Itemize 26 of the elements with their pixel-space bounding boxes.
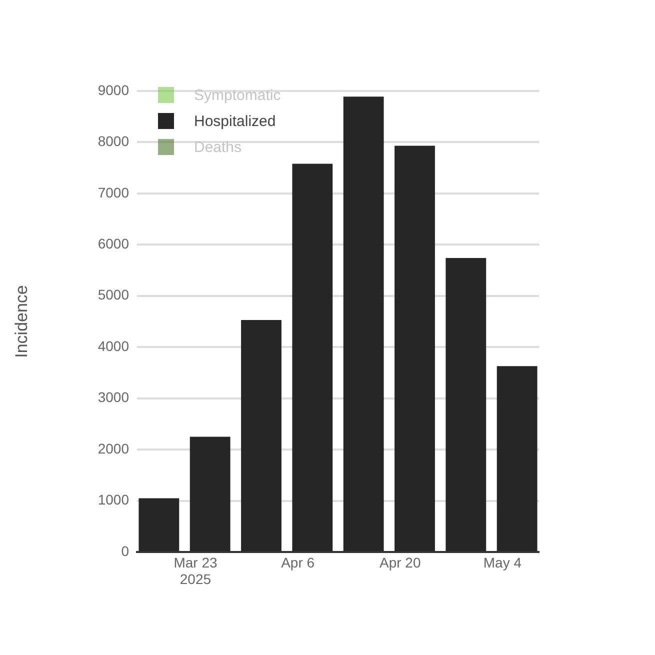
y-tick-label: 7000 — [98, 184, 130, 200]
bar — [241, 320, 282, 551]
bar — [394, 146, 435, 551]
y-tick-label: 6000 — [98, 236, 130, 252]
legend-label: Deaths — [194, 139, 242, 156]
y-axis-title: Incidence — [12, 285, 31, 358]
bar — [446, 258, 486, 551]
x-tick-label: May 4 — [483, 554, 522, 570]
y-tick-label: 2000 — [98, 440, 130, 456]
y-tick-label: 1000 — [98, 492, 130, 508]
x-tick-label: Apr 6 — [281, 554, 315, 570]
y-tick-label: 3000 — [98, 389, 130, 406]
bar — [343, 96, 384, 551]
y-tick-label: 9000 — [98, 82, 130, 98]
y-tick-label: 4000 — [98, 338, 130, 354]
bar — [138, 498, 180, 551]
y-tick-label: 0 — [121, 542, 130, 559]
x-tick-label: Mar 23 2025 — [174, 554, 218, 588]
x-tick-label: Apr 20 — [380, 554, 421, 570]
bar — [292, 164, 333, 551]
legend-label: Symptomatic — [194, 87, 282, 104]
y-tick-label: 5000 — [98, 286, 130, 303]
legend-label: Hospitalized — [194, 113, 276, 130]
bar — [190, 436, 230, 551]
bar — [496, 366, 538, 551]
y-tick-label: 8000 — [98, 133, 130, 150]
